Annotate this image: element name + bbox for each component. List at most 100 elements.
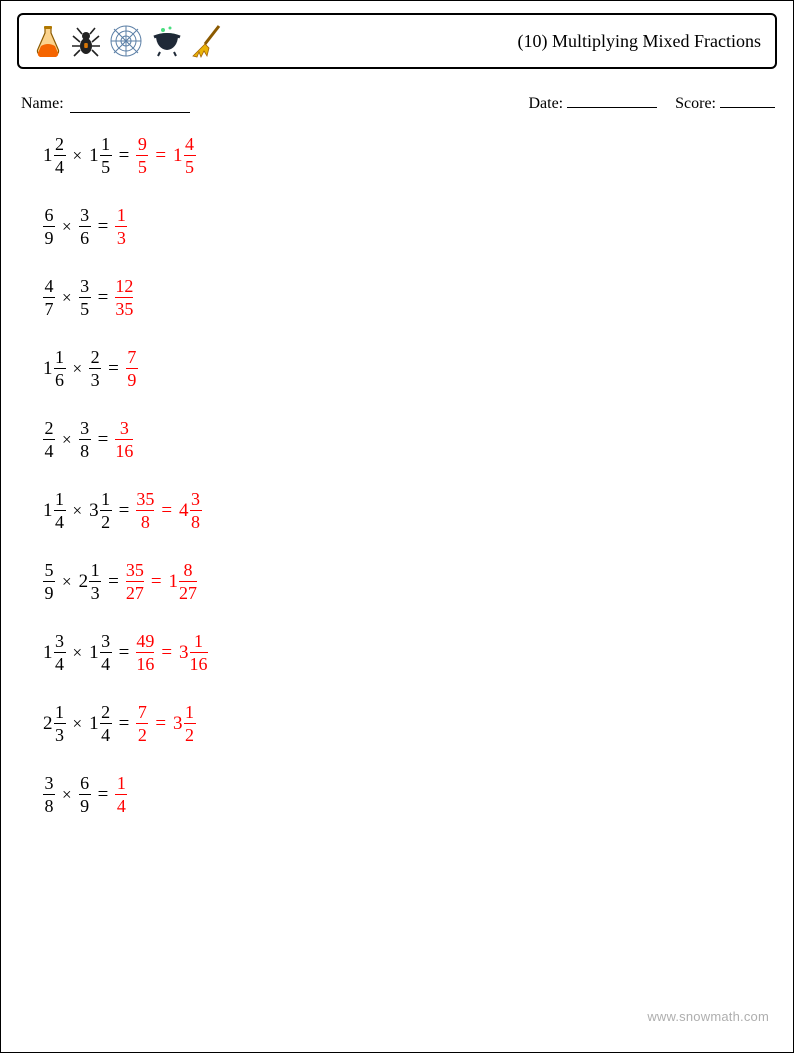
whole-part: 1 [43,145,54,167]
numerator: 4 [185,135,194,155]
whole-part: 1 [89,642,100,664]
denominator: 16 [115,440,133,460]
numerator: 7 [127,348,136,368]
denominator: 6 [55,369,64,389]
fraction-part: 47 [43,277,55,318]
operand-fraction: 124 [43,135,66,176]
operand-fraction: 38 [79,419,91,460]
fraction-part: 24 [43,419,55,460]
answer-fraction: 438 [179,490,202,531]
fraction-part: 69 [43,206,55,247]
fraction-part: 4916 [136,632,154,673]
worksheet-header: (10) Multiplying Mixed Fractions [17,13,777,69]
whole-part: 3 [179,642,190,664]
numerator: 12 [115,277,133,297]
fraction-part: 35 [79,277,91,318]
denominator: 8 [45,795,54,815]
answer-fraction: 145 [173,135,196,176]
fraction-part: 13 [54,703,66,744]
problem-row: 59×213=3527=1827 [43,561,777,602]
equals-sign: = [154,642,179,664]
problem-row: 38×69=14 [43,774,777,815]
equals-sign: = [101,571,126,593]
fraction-part: 827 [179,561,197,602]
operand-fraction: 59 [43,561,55,602]
numerator: 6 [45,206,54,226]
fraction-part: 36 [79,206,91,247]
fraction-part: 3527 [126,561,144,602]
denominator: 4 [55,156,64,176]
problem-row: 114×312=358=438 [43,490,777,531]
equals-sign: = [91,784,116,806]
whole-part: 1 [43,358,54,380]
denominator: 27 [126,582,144,602]
times-operator: × [66,501,90,521]
denominator: 9 [127,369,136,389]
problem-row: 124×115=95=145 [43,135,777,176]
denominator: 35 [115,298,133,318]
broom-icon [191,24,223,58]
operand-fraction: 124 [89,703,112,744]
fraction-part: 59 [43,561,55,602]
numerator: 2 [55,135,64,155]
answer-fraction: 4916 [136,632,154,673]
answer-fraction: 72 [136,703,148,744]
denominator: 4 [101,724,110,744]
numerator: 3 [80,419,89,439]
denominator: 5 [138,156,147,176]
times-operator: × [55,288,79,308]
numerator: 2 [101,703,110,723]
fraction-part: 38 [43,774,55,815]
fraction-part: 38 [190,490,202,531]
numerator: 1 [55,703,64,723]
equals-sign: = [112,713,137,735]
denominator: 3 [117,227,126,247]
answer-fraction: 14 [115,774,127,815]
flask-icon [33,24,63,58]
times-operator: × [66,643,90,663]
answer-fraction: 1827 [169,561,198,602]
operand-fraction: 114 [43,490,66,531]
worksheet-title: (10) Multiplying Mixed Fractions [518,31,761,52]
numerator: 1 [194,632,203,652]
answer-fraction: 316 [115,419,133,460]
date-blank [567,91,657,108]
numerator: 1 [117,774,126,794]
score-label: Score: [675,95,716,112]
denominator: 8 [80,440,89,460]
fraction-part: 1235 [115,277,133,318]
fraction-part: 45 [184,135,196,176]
fraction-part: 316 [115,419,133,460]
numerator: 2 [91,348,100,368]
whole-part: 1 [173,145,184,167]
times-operator: × [55,430,79,450]
numerator: 3 [101,632,110,652]
numerator: 6 [80,774,89,794]
operand-fraction: 312 [89,490,112,531]
equals-sign: = [91,429,116,451]
whole-part: 4 [179,500,190,522]
denominator: 9 [80,795,89,815]
whole-part: 1 [89,713,100,735]
times-operator: × [66,714,90,734]
operand-fraction: 35 [79,277,91,318]
equals-sign: = [101,358,126,380]
fraction-part: 14 [115,774,127,815]
operand-fraction: 24 [43,419,55,460]
problem-row: 116×23=79 [43,348,777,389]
answer-fraction: 358 [136,490,154,531]
numerator: 49 [136,632,154,652]
watermark: www.snowmath.com [647,1009,769,1024]
fraction-part: 116 [190,632,208,673]
date-label: Date: [528,95,563,112]
problem-row: 69×36=13 [43,206,777,247]
fraction-part: 15 [100,135,112,176]
denominator: 2 [101,511,110,531]
times-operator: × [66,359,90,379]
denominator: 2 [185,724,194,744]
times-operator: × [66,146,90,166]
fraction-part: 23 [89,348,101,389]
equals-sign: = [91,287,116,309]
answer-fraction: 79 [126,348,138,389]
problem-row: 213×124=72=312 [43,703,777,744]
